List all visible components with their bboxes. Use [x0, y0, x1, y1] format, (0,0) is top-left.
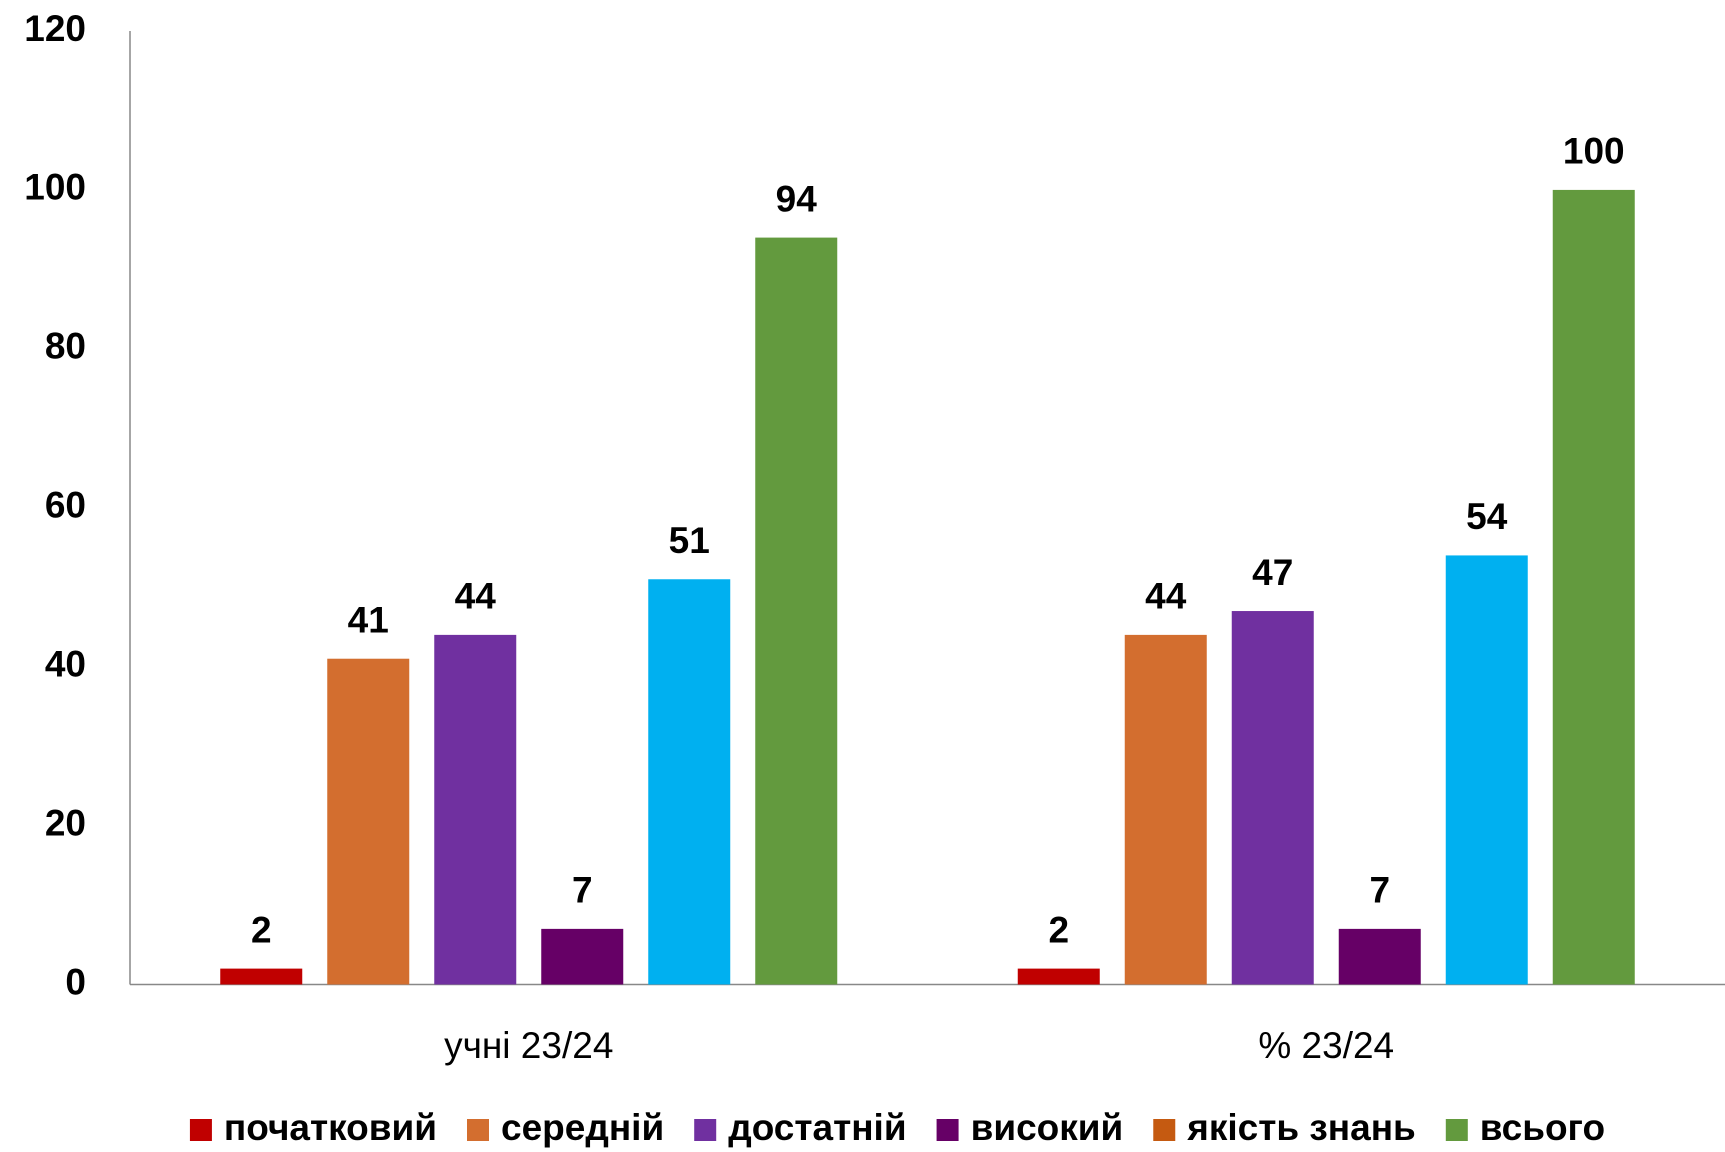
bar [220, 968, 303, 985]
bar [1552, 189, 1635, 985]
bar [1017, 968, 1100, 985]
data-label: 94 [776, 178, 818, 219]
y-tick-label: 60 [45, 485, 86, 526]
y-tick-label: 120 [24, 8, 86, 49]
data-label: 100 [1563, 131, 1625, 172]
data-label: 41 [348, 600, 389, 641]
bar [434, 634, 517, 985]
data-label: 2 [251, 909, 272, 950]
data-label: 44 [455, 576, 497, 617]
y-tick-label: 0 [65, 961, 86, 1002]
data-label: 54 [1466, 496, 1508, 537]
y-tick-label: 40 [45, 643, 86, 684]
legend-label: середній [501, 1107, 664, 1148]
bar [541, 928, 624, 985]
bar [648, 579, 731, 985]
legend-swatch [467, 1119, 489, 1141]
data-label: 47 [1252, 552, 1293, 593]
bar [1338, 928, 1421, 985]
legend-label: достатній [728, 1107, 906, 1148]
legend-label: всього [1480, 1107, 1605, 1148]
bar [1124, 634, 1207, 985]
bar [755, 237, 838, 985]
bar [327, 658, 410, 985]
data-label: 51 [669, 520, 710, 561]
legend-swatch [1445, 1119, 1468, 1141]
bar [1231, 611, 1314, 985]
data-label: 2 [1048, 909, 1069, 950]
x-tick-label: учні 23/24 [444, 1025, 613, 1066]
legend-swatch [189, 1119, 212, 1141]
bar [1445, 555, 1528, 985]
legend-swatch [694, 1119, 717, 1141]
legend-label: початковий [224, 1107, 437, 1148]
legend-swatch [936, 1119, 959, 1141]
legend-label: якість знань [1186, 1107, 1416, 1148]
y-tick-label: 20 [45, 802, 86, 843]
data-label: 44 [1145, 576, 1187, 617]
legend-swatch [1153, 1119, 1176, 1141]
data-label: 7 [572, 870, 593, 911]
y-tick-label: 100 [24, 167, 86, 208]
data-label: 7 [1369, 870, 1390, 911]
legend-label: високий [971, 1107, 1124, 1148]
y-tick-label: 80 [45, 326, 86, 367]
x-tick-label: % 23/24 [1258, 1025, 1394, 1066]
